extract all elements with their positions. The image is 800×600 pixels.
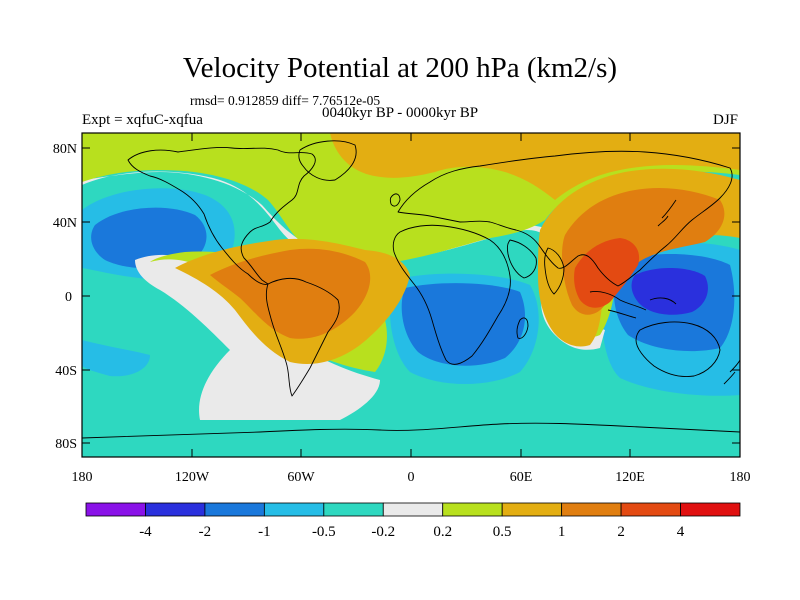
colorbar-label: 0.2 xyxy=(433,524,452,540)
colorbar-label: 4 xyxy=(677,524,685,540)
season-label: DJF xyxy=(712,112,738,128)
coastline-australia xyxy=(635,321,721,377)
coastline-british-isles xyxy=(389,193,401,207)
colorbar-swatch xyxy=(680,502,741,517)
colorbar-swatch xyxy=(561,502,622,517)
colorbar-swatch xyxy=(204,502,265,517)
y-tick-label-80n: 80N xyxy=(53,142,77,157)
y-tick-label-40s: 40S xyxy=(55,364,77,379)
y-tick-label-80s: 80S xyxy=(55,437,77,452)
colorbar-label: 1 xyxy=(558,524,566,540)
deep-blue-core xyxy=(631,267,708,315)
coastline-indonesia xyxy=(589,291,677,319)
x-tick-label-120w: 120W xyxy=(175,470,210,485)
page-title: Velocity Potential at 200 hPa (km2/s) xyxy=(182,52,618,84)
rmsd-diff-label: rmsd= 0.912859 diff= 7.76512e-05 xyxy=(190,93,381,108)
colorbar xyxy=(85,502,741,517)
period-label: 0040kyr BP - 0000kyr BP xyxy=(322,105,479,121)
red-orange-core xyxy=(574,238,640,308)
gold-region-arctic-north xyxy=(330,133,740,200)
colorbar-swatch xyxy=(145,502,206,517)
colorbar-label: -4 xyxy=(139,524,152,540)
colorbar-label: -0.5 xyxy=(312,524,336,540)
colorbar-swatch xyxy=(501,502,563,517)
colorbar-swatch xyxy=(620,502,681,517)
x-tick-label-60w: 60W xyxy=(287,470,315,485)
colorbar-swatch xyxy=(442,502,503,517)
x-tick-label-120e: 120E xyxy=(615,470,645,485)
blue-region-africa xyxy=(401,283,525,366)
y-tick-label-0: 0 xyxy=(65,290,72,305)
colorbar-label: -2 xyxy=(199,524,212,540)
x-tick-label-180w: 180 xyxy=(72,470,93,485)
x-tick-label-60e: 60E xyxy=(510,470,533,485)
coastline-greenland xyxy=(298,140,357,181)
colorbar-label: 0.5 xyxy=(493,524,512,540)
colorbar-label: -0.2 xyxy=(371,524,395,540)
coastline-madagascar xyxy=(516,317,529,339)
y-tick-marks xyxy=(82,147,740,444)
coastline-arabia xyxy=(506,239,537,279)
cyan-region-south-pacific xyxy=(82,340,150,377)
experiment-label: Expt = xqfuC-xqfua xyxy=(82,112,203,128)
colorbar-label: 2 xyxy=(617,524,625,540)
colorbar-swatch xyxy=(323,502,384,517)
colorbar-swatch xyxy=(85,502,146,517)
coastlines xyxy=(82,140,740,439)
coastline-north-america xyxy=(127,147,316,285)
colorbar-labels: -4 -2 -1 -0.5 -0.2 0.2 0.5 1 2 4 xyxy=(139,524,685,540)
coastline-india xyxy=(544,247,565,295)
colorbar-label: -1 xyxy=(258,524,271,540)
coastline-africa xyxy=(392,224,511,365)
coastline-south-america xyxy=(265,277,340,397)
coastline-antarctica xyxy=(82,422,740,439)
coastline-japan xyxy=(657,199,677,227)
x-tick-marks xyxy=(81,133,741,457)
x-tick-label-0: 0 xyxy=(408,470,415,485)
y-tick-label-40n: 40N xyxy=(53,216,77,231)
coastline-eurasia xyxy=(397,150,733,287)
colorbar-swatch xyxy=(382,502,444,517)
colorbar-swatch xyxy=(263,502,325,517)
x-tick-label-180e: 180 xyxy=(730,470,751,485)
orange-region-atlantic xyxy=(210,248,371,339)
contour-field xyxy=(82,133,740,457)
